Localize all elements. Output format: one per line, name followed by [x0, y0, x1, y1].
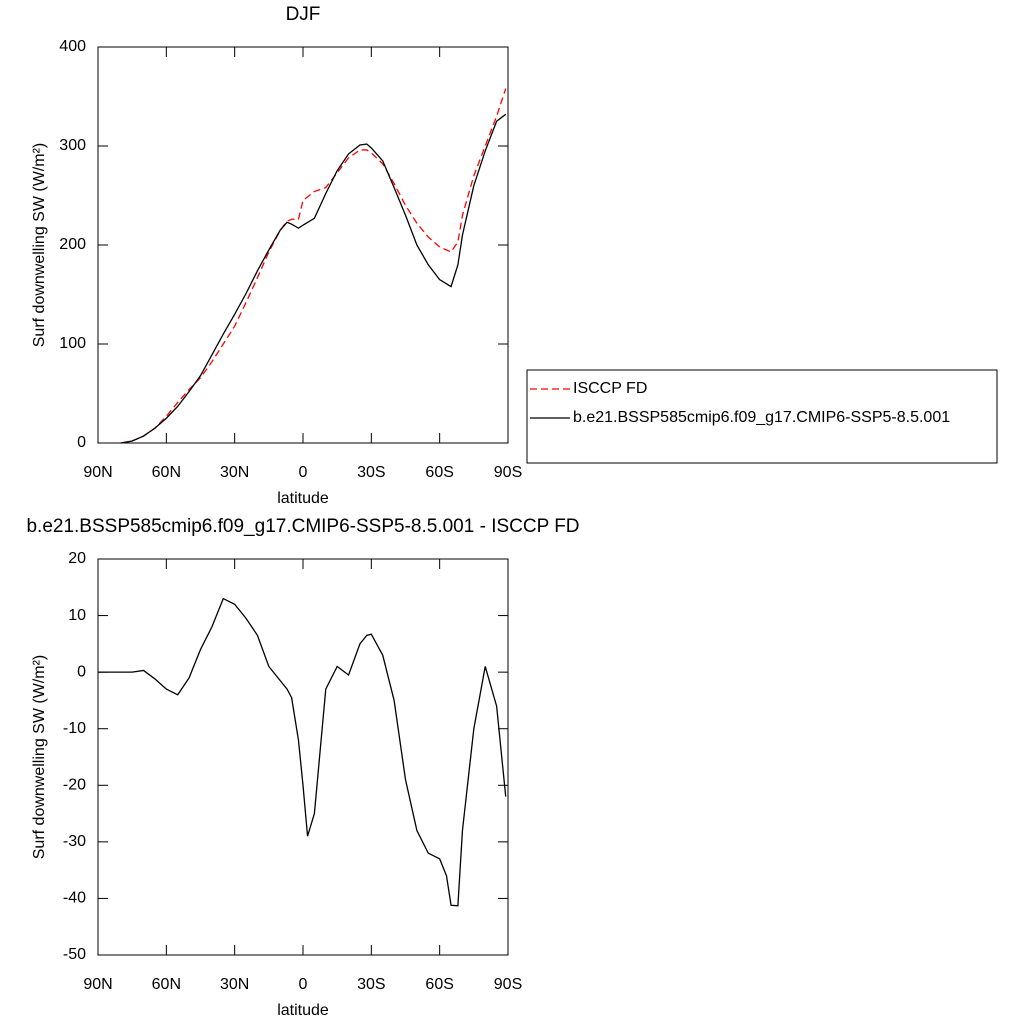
x-tick-label: 30N	[220, 976, 249, 993]
x-tick-label: 90S	[494, 464, 522, 481]
y-tick-label: -40	[63, 890, 86, 907]
chart-title: b.e21.BSSP585cmip6.f09_g17.CMIP6-SSP5-8.…	[26, 516, 579, 537]
x-tick-label: 0	[299, 976, 308, 993]
x-tick-label: 90N	[83, 464, 112, 481]
x-axis-label: latitude	[277, 1002, 329, 1019]
x-tick-label: 60N	[152, 976, 181, 993]
plot-frame	[97, 558, 509, 956]
x-tick-label: 30S	[357, 464, 385, 481]
x-tick-label: 30S	[357, 976, 385, 993]
plot-frame	[97, 46, 509, 444]
y-tick-label: 400	[59, 38, 86, 55]
x-tick-label: 90S	[494, 976, 522, 993]
y-tick-label: 20	[68, 550, 86, 567]
x-tick-label: 30N	[220, 464, 249, 481]
x-tick-label: 60S	[425, 976, 453, 993]
x-axis-label: latitude	[277, 490, 329, 507]
y-tick-label: 10	[68, 607, 86, 624]
y-tick-label: 0	[77, 663, 86, 680]
y-tick-label: -20	[63, 777, 86, 794]
x-tick-label: 60N	[152, 464, 181, 481]
x-tick-label: 90N	[83, 976, 112, 993]
y-tick-label: 300	[59, 137, 86, 154]
y-tick-label: 0	[77, 434, 86, 451]
x-tick-label: 0	[299, 464, 308, 481]
legend-label: ISCCP FD	[573, 380, 647, 397]
y-axis-label: Surf downwelling SW (W/m²)	[31, 143, 48, 347]
y-tick-label: -30	[63, 833, 86, 850]
data-line	[120, 88, 507, 444]
data-line	[120, 113, 507, 444]
data-line	[98, 597, 507, 907]
legend-label: b.e21.BSSP585cmip6.f09_g17.CMIP6-SSP5-8.…	[573, 409, 950, 426]
y-tick-label: -10	[63, 720, 86, 737]
y-tick-label: -50	[63, 946, 86, 963]
chart-title: DJF	[286, 4, 321, 25]
x-tick-label: 60S	[425, 464, 453, 481]
legend-box	[526, 369, 998, 464]
y-tick-label: 200	[59, 236, 86, 253]
y-tick-label: 100	[59, 335, 86, 352]
y-axis-label: Surf downwelling SW (W/m²)	[31, 655, 48, 859]
